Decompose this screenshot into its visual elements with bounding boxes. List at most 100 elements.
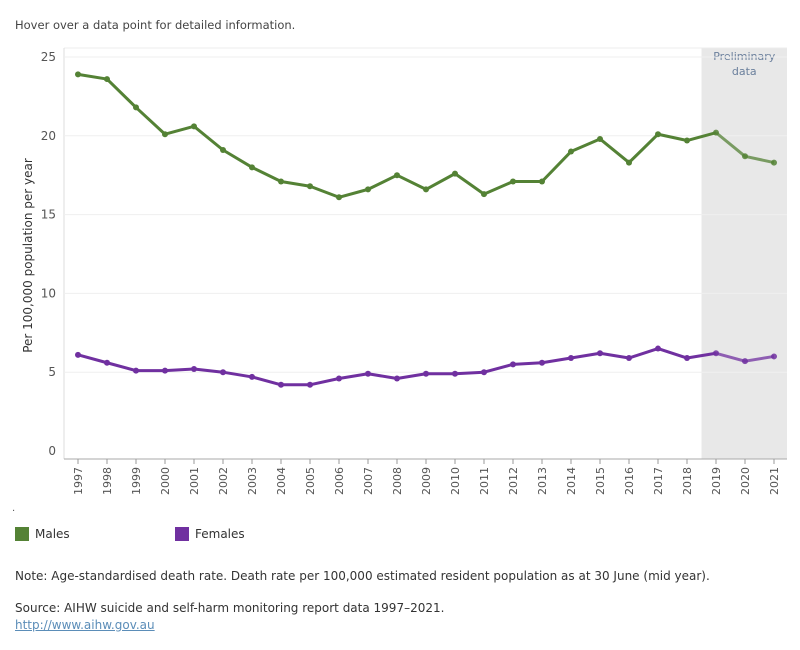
legend-item-males[interactable]: Males [15,527,70,541]
legend-label-males: Males [35,527,70,541]
source-link[interactable]: http://www.aihw.gov.au [15,618,155,632]
data-point-males[interactable]: Males 2021: 18.3 [771,159,777,166]
data-point-females[interactable]: Females 2010: 4.9 [452,370,458,377]
series: Males 1997: 23.9 Males 1998: 23.6 Males 19… [75,71,777,388]
x-tick-label: 2015 [594,467,607,495]
data-point-males[interactable]: Males 2016: 18.3 [626,159,632,166]
x-tick-label: 2007 [362,467,375,495]
data-point-females[interactable]: Females 2015: 6.2 [597,350,603,357]
data-point-females[interactable]: Females 2018: 5.9 [684,355,690,362]
x-tick-label: 2010 [449,467,462,495]
x-tick-label: 1999 [130,467,143,495]
data-point-females[interactable]: Females 2020: 5.7 [742,358,748,365]
data-point-males[interactable]: Males 2004: 17.1 [278,178,284,185]
data-point-females[interactable]: Females 2019: 6.2 [713,350,719,357]
data-point-females[interactable]: Females 1999: 5.1 [133,367,139,374]
y-tick-label: 0 [48,444,56,458]
x-tick-label: 1998 [101,467,114,495]
x-tick-label: 2011 [478,467,491,495]
data-point-females[interactable]: Females 2016: 5.9 [626,355,632,362]
legend-swatch-females [175,527,189,541]
data-point-females[interactable]: Females 2017: 6.5 [655,345,661,352]
data-point-females[interactable]: Females 2008: 4.6 [394,375,400,382]
hover-hint: Hover over a data point for detailed inf… [15,18,296,32]
data-point-females[interactable]: Females 2003: 4.7 [249,373,255,380]
y-axis-label: Per 100,000 population per year [21,158,35,353]
legend-label-females: Females [195,527,245,541]
x-tick-label: 2008 [391,467,404,495]
data-point-females[interactable]: Females 2002: 5 [220,369,226,376]
x-tick-label: 2006 [333,467,346,495]
axes: 0 5 10 15 20 25 1997 1998 1999 2000 2001 2002 2003 20… [21,50,787,495]
x-tick-label: 2003 [246,467,259,495]
data-point-females[interactable]: Females 1998: 5.6 [104,359,110,366]
y-tick-label: 20 [41,129,56,143]
data-point-females[interactable]: Females 2000: 5.1 [162,367,168,374]
y-tick-label: 10 [41,286,56,300]
data-point-males[interactable]: Males 2012: 17.1 [510,178,516,185]
data-point-males[interactable]: Males 2008: 17.5 [394,172,400,179]
x-tick-label: 2018 [681,467,694,495]
data-point-females[interactable]: Females 2007: 4.9 [365,370,371,377]
data-point-females[interactable]: Females 2021: 6 [771,353,777,360]
data-point-males[interactable]: Males 2000: 20.1 [162,131,168,138]
x-tick-label: 1997 [72,467,85,495]
data-point-females[interactable]: Females 2006: 4.6 [336,375,342,382]
legend-item-females[interactable]: Females [175,527,245,541]
data-point-males[interactable]: Males 1997: 23.9 [75,71,81,78]
data-point-males[interactable]: Males 1998: 23.6 [104,76,110,83]
x-tick-label: 2013 [536,467,549,495]
x-tick-label: 2014 [565,467,578,495]
x-tick-label: 2021 [768,467,781,495]
x-tick-label: 2001 [188,467,201,495]
data-point-males[interactable]: Males 2009: 16.6 [423,186,429,193]
series-males: Males 1997: 23.9 Males 1998: 23.6 Males 19… [75,71,777,201]
data-point-females[interactable]: Females 1997: 6.1 [75,351,81,358]
footnote: Note: Age-standardised death rate. Death… [15,569,710,583]
series-females: Females 1997: 6.1 Females 1998: 5.6 Female… [75,345,777,388]
separator-dot: . [12,503,16,514]
data-point-males[interactable]: Males 1999: 21.8 [133,104,139,111]
data-point-males[interactable]: Males 2011: 16.3 [481,191,487,198]
data-point-males[interactable]: Males 2002: 19.1 [220,146,226,153]
data-point-males[interactable]: Males 2005: 16.8 [307,183,313,190]
x-tick-label: 2012 [507,467,520,495]
data-point-females[interactable]: Females 2012: 5.5 [510,361,516,368]
gridlines [63,47,787,459]
data-point-males[interactable]: Males 2007: 16.6 [365,186,371,193]
data-point-females[interactable]: Females 2009: 4.9 [423,370,429,377]
data-point-females[interactable]: Females 2013: 5.6 [539,359,545,366]
preliminary-region [701,48,787,459]
x-tick-label: 2016 [623,467,636,495]
data-point-females[interactable]: Females 2005: 4.2 [307,381,313,388]
data-point-males[interactable]: Males 2019: 20.2 [713,129,719,136]
data-point-females[interactable]: Females 2011: 5 [481,369,487,376]
data-point-males[interactable]: Males 2015: 19.8 [597,135,603,142]
data-point-males[interactable]: Males 2001: 20.6 [191,123,197,130]
legend: Males Females [0,527,800,545]
legend-swatch-males [15,527,29,541]
x-tick-label: 2005 [304,467,317,495]
source-text: Source: AIHW suicide and self-harm monit… [15,601,445,615]
data-point-males[interactable]: Males 2020: 18.7 [742,153,748,160]
data-point-females[interactable]: Females 2001: 5.2 [191,366,197,373]
y-tick-label: 15 [41,208,56,222]
data-point-males[interactable]: Males 2010: 17.6 [452,170,458,177]
y-tick-label: 25 [41,50,56,64]
x-tick-label: 2019 [710,467,723,495]
data-point-males[interactable]: Males 2017: 20.1 [655,131,661,138]
data-point-females[interactable]: Females 2014: 5.9 [568,355,574,362]
data-point-males[interactable]: Males 2006: 16.1 [336,194,342,201]
data-point-females[interactable]: Females 2004: 4.2 [278,381,284,388]
x-tick-label: 2009 [420,467,433,495]
data-point-males[interactable]: Males 2018: 19.7 [684,137,690,144]
y-tick-label: 5 [48,365,56,379]
x-tick-label: 2017 [652,467,665,495]
data-point-males[interactable]: Males 2014: 19 [568,148,574,155]
data-point-males[interactable]: Males 2003: 18 [249,164,255,171]
x-tick-label: 2000 [159,467,172,495]
data-point-males[interactable]: Males 2013: 17.1 [539,178,545,185]
preliminary-label-2: data [732,65,757,78]
